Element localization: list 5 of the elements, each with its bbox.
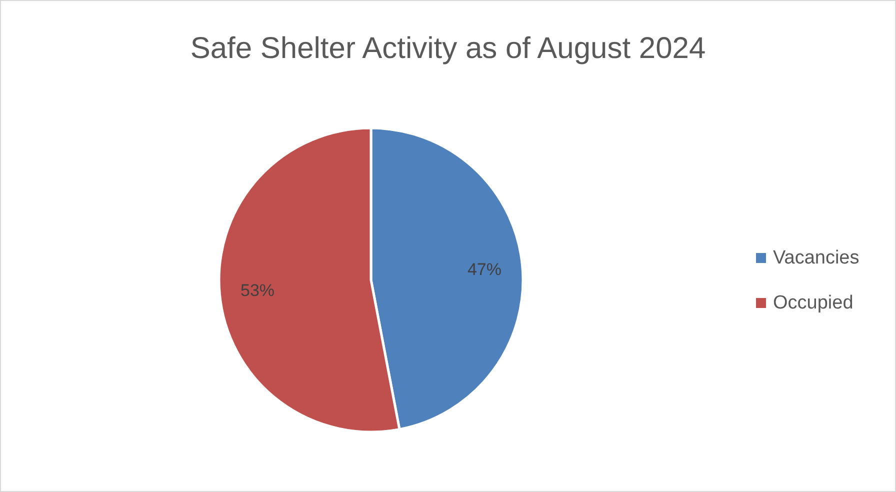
legend-label: Occupied	[773, 292, 854, 314]
data-label: 53%	[240, 281, 275, 300]
legend-label: Vacancies	[773, 248, 860, 268]
chart-title: Safe Shelter Activity as of August 2024	[190, 32, 706, 65]
data-label: 47%	[467, 260, 502, 279]
